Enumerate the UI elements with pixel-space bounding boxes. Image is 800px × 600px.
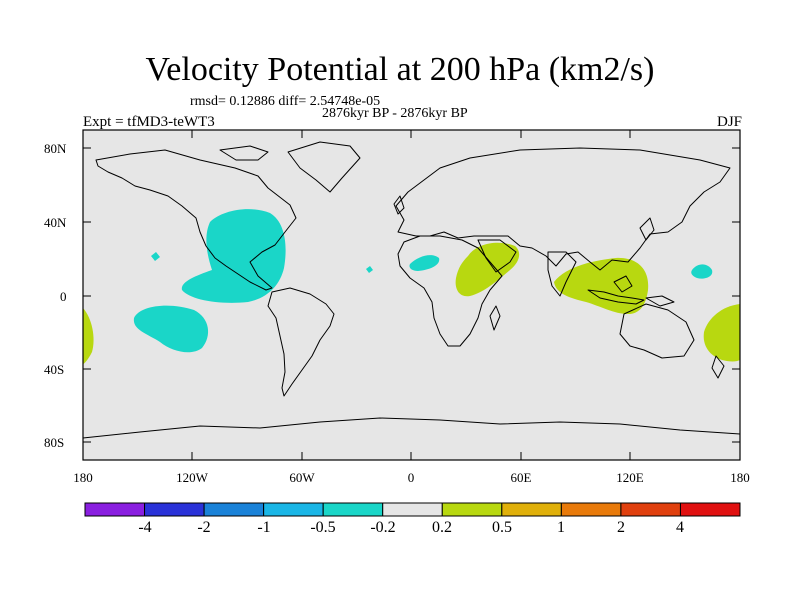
map-title: Velocity Potential at 200 hPa (km2/s) <box>145 51 655 88</box>
negative-region-west-africa <box>409 255 440 271</box>
coast-africa <box>397 235 503 347</box>
coast-uk <box>393 195 405 215</box>
lat-label-equator: 0 <box>60 289 67 304</box>
colorbar-label: -0.2 <box>370 519 396 536</box>
negative-region-west-pacific <box>691 264 713 279</box>
coast-australia <box>619 303 695 359</box>
coast-arabia <box>477 239 517 273</box>
lon-label-0: 0 <box>407 470 415 485</box>
colorbar-swatch <box>382 502 443 517</box>
positive-region-south-pacific <box>703 304 740 362</box>
colorbar-swatch <box>84 502 146 517</box>
negative-region-north-america <box>181 209 286 303</box>
coast-borneo <box>613 275 633 293</box>
colorbar-swatch <box>441 502 503 517</box>
coast-madagascar <box>489 305 501 331</box>
coast-new-zealand <box>711 355 725 379</box>
period-line: 2876kyr BP - 2876kyr BP <box>322 106 468 121</box>
lat-label-80s: 80S <box>44 435 65 450</box>
colorbar-swatch <box>679 502 741 517</box>
negative-region-small-pacific <box>151 252 160 261</box>
season-label: DJF <box>716 114 742 130</box>
lon-label-60e: 60E <box>510 470 532 485</box>
negative-region-atlantic <box>366 266 373 273</box>
colorbar-swatch <box>560 502 622 517</box>
coast-india <box>547 251 577 297</box>
coast-antarctica <box>82 417 741 439</box>
colorbar-swatch <box>501 502 562 517</box>
lat-label-40s: 40S <box>44 362 65 377</box>
colorbar-label: -0.5 <box>310 519 336 536</box>
negative-region-east-pacific <box>133 305 209 353</box>
positive-anomaly-regions <box>83 242 740 364</box>
axis-ticks <box>83 130 740 460</box>
colorbar-label: 0.2 <box>432 519 452 536</box>
coast-japan <box>639 217 655 241</box>
colorbar-label: 4 <box>676 519 684 536</box>
colorbar <box>84 502 741 517</box>
coastlines <box>82 141 741 439</box>
positive-region-east-pacific-edge <box>83 308 94 364</box>
coast-canadian-archipelago <box>219 145 269 161</box>
colorbar-swatch <box>322 502 384 517</box>
colorbar-label: 1 <box>557 519 565 536</box>
colorbar-label: 2 <box>617 519 625 536</box>
lon-label-120e: 120E <box>616 470 644 485</box>
coast-greenland <box>287 141 361 193</box>
lon-label-120w: 120W <box>176 470 208 485</box>
colorbar-label: -1 <box>257 519 271 536</box>
colorbar-label: -2 <box>197 519 211 536</box>
colorbar-swatch <box>263 502 324 517</box>
colorbar-swatch <box>203 502 265 517</box>
stats-line: rmsd= 0.12886 diff= 2.54748e-05 <box>190 94 381 109</box>
positive-region-maritime-continent <box>554 257 649 314</box>
negative-anomaly-regions <box>133 209 713 353</box>
coast-north-america <box>95 149 297 291</box>
positive-region-arabia <box>455 242 520 297</box>
coast-eurasia <box>395 147 731 271</box>
coast-new-guinea <box>645 295 675 307</box>
lon-label-180w: 180 <box>73 470 93 485</box>
colorbar-swatch <box>620 502 681 517</box>
experiment-label: Expt = tfMD3-teWT3 <box>83 114 215 130</box>
colorbar-swatch <box>144 502 205 517</box>
coast-indonesia <box>587 289 645 305</box>
lat-label-80n: 80N <box>44 141 67 156</box>
coast-south-america <box>267 287 335 397</box>
lat-label-40n: 40N <box>44 215 67 230</box>
lon-label-60w: 60W <box>289 470 315 485</box>
colorbar-label: -4 <box>138 519 152 536</box>
colorbar-label: 0.5 <box>492 519 512 536</box>
lon-label-180e: 180 <box>730 470 750 485</box>
